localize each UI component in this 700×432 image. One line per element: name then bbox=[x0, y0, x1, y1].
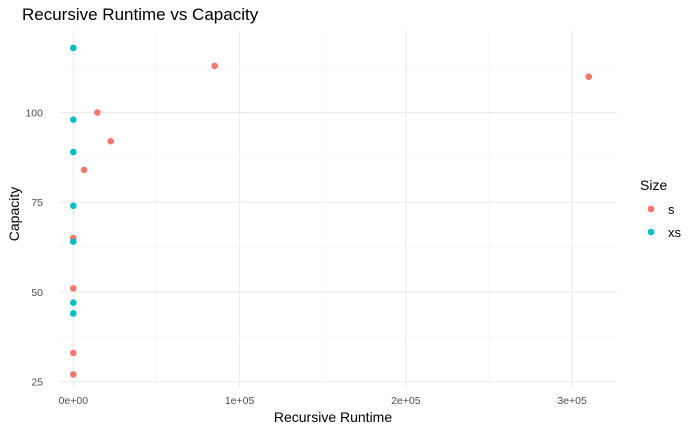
data-point-xs bbox=[70, 310, 77, 317]
data-point-s bbox=[585, 73, 593, 80]
data-point-xs bbox=[70, 238, 77, 245]
data-point-xs bbox=[70, 202, 77, 210]
data-point-s bbox=[107, 137, 115, 145]
data-point-xs bbox=[70, 299, 77, 306]
y-axis-title: Capacity bbox=[6, 187, 22, 241]
legend-key-s bbox=[647, 205, 655, 213]
data-point-s bbox=[70, 371, 77, 378]
data-point-s bbox=[94, 109, 101, 116]
plot-grid bbox=[60, 30, 617, 387]
x-tick-label: 2e+05 bbox=[391, 395, 421, 407]
legend: Size s xs bbox=[640, 177, 682, 240]
y-axis-ticks: 25 50 75 100 bbox=[25, 108, 43, 389]
x-tick-label: 0e+00 bbox=[59, 395, 89, 407]
chart-title: Recursive Runtime vs Capacity bbox=[22, 5, 259, 24]
legend-title: Size bbox=[640, 177, 667, 193]
x-tick-label: 1e+05 bbox=[225, 395, 255, 407]
y-tick-label: 100 bbox=[25, 108, 43, 120]
y-tick-label: 50 bbox=[31, 287, 43, 299]
x-tick-label: 3e+05 bbox=[557, 395, 587, 407]
data-point-s bbox=[70, 349, 77, 357]
legend-key-xs bbox=[647, 228, 655, 236]
data-point-xs bbox=[70, 116, 77, 123]
data-point-s bbox=[211, 62, 218, 70]
data-point-xs bbox=[70, 44, 77, 52]
legend-label-xs: xs bbox=[668, 225, 682, 240]
data-point-xs bbox=[70, 148, 77, 156]
x-axis-title: Recursive Runtime bbox=[274, 409, 392, 425]
y-tick-label: 25 bbox=[31, 377, 43, 389]
y-tick-label: 75 bbox=[31, 197, 43, 209]
data-point-s bbox=[70, 285, 77, 292]
data-point-s bbox=[80, 166, 88, 174]
x-axis-ticks: 0e+00 1e+05 2e+05 3e+05 bbox=[59, 395, 587, 407]
data-points bbox=[70, 44, 593, 378]
legend-label-s: s bbox=[668, 202, 675, 217]
